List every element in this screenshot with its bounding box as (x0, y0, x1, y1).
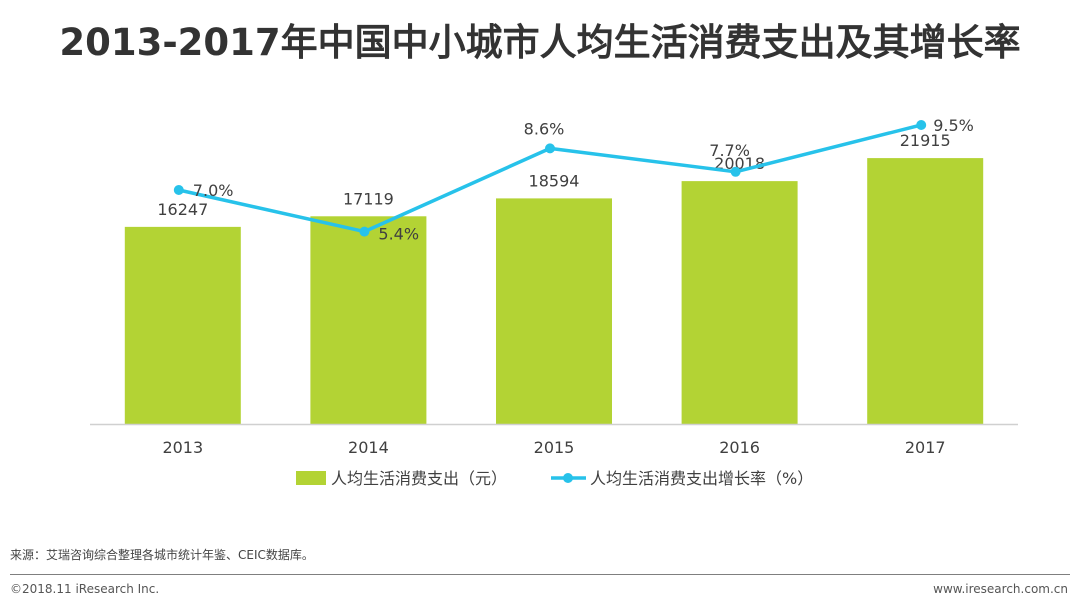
growth-label-2013: 7.0% (193, 181, 234, 200)
bar-2015[interactable] (496, 198, 612, 424)
x-tick-2014: 2014 (348, 438, 389, 457)
bar-label-2014: 17119 (343, 189, 394, 208)
footer-divider (10, 574, 1070, 575)
growth-point-2013[interactable] (173, 185, 184, 195)
bar-2014[interactable] (310, 216, 427, 424)
x-tick-2015: 2015 (534, 438, 575, 457)
growth-point-2014[interactable] (359, 226, 370, 237)
bar-label-2013: 16247 (157, 200, 208, 219)
bar-2017[interactable] (867, 158, 984, 424)
bar-label-2017: 21915 (900, 131, 951, 150)
growth-label-2016: 7.7% (709, 141, 750, 160)
chart-title: 2013-2017年中国中小城市人均生活消费支出及其增长率 (59, 21, 1021, 64)
bar-2016[interactable] (681, 181, 798, 424)
bar-series (124, 158, 984, 424)
website-link[interactable]: www.iresearch.com.cn (933, 582, 1068, 596)
copyright-text: ©2018.11 iResearch Inc. (10, 582, 160, 596)
source-note: 来源：艾瑞咨询综合整理各城市统计年鉴、CEIC数据库。 (10, 548, 314, 562)
bar-label-2015: 18594 (529, 171, 580, 190)
legend-label-bar: 人均生活消费支出（元） (331, 469, 507, 488)
x-tick-2013: 2013 (162, 438, 203, 457)
growth-point-2016[interactable] (730, 166, 741, 177)
bar-2013[interactable] (124, 226, 241, 424)
legend-swatch-marker (563, 473, 573, 483)
x-tick-2017: 2017 (905, 438, 946, 457)
line-series: 7.0% 5.4% 8.6% 7.7% 9.5% (173, 116, 974, 244)
growth-point-2017[interactable] (916, 120, 927, 130)
legend: 人均生活消费支出（元） 人均生活消费支出增长率（%） (296, 469, 813, 488)
legend-label-line: 人均生活消费支出增长率（%） (590, 469, 813, 488)
x-tick-2016: 2016 (719, 438, 760, 457)
growth-point-2015[interactable] (545, 143, 555, 154)
growth-label-2017: 9.5% (933, 116, 974, 135)
x-tick-labels: 2013 2014 2015 2016 2017 (162, 438, 945, 457)
legend-swatch-bar (296, 471, 326, 485)
growth-label-2014: 5.4% (378, 225, 419, 244)
growth-label-2015: 8.6% (524, 119, 565, 138)
